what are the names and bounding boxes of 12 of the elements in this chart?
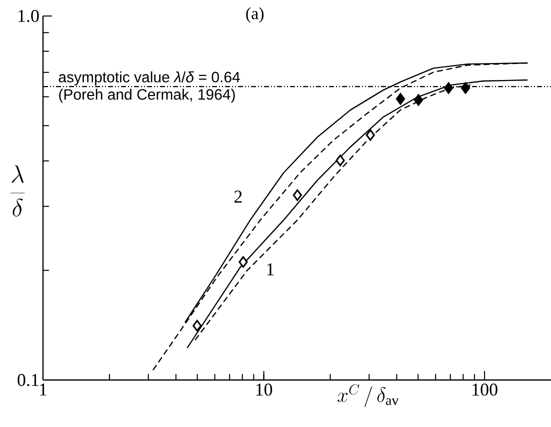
series-label: 1 [267,263,274,276]
annotation: (a) [246,7,264,23]
ref-line-label: asymptotic value λ/δ = 0.64 [58,71,240,86]
y-axis-title: $\frac{\lambda}{\delta}$ [10,165,25,217]
series-label: 2 [234,190,242,203]
x-tick-label: 100 [472,384,498,396]
x-axis-title: $x^{C} \,/\, \delta_{\mathrm{av}}$ [338,384,399,407]
x-tick-label: 10 [256,384,272,396]
y-tick-label: 0.1 [18,374,38,386]
annotation: (Poreh and Cermak, 1964) [59,88,235,103]
x-tick-label: 1 [40,384,46,396]
y-tick-label: 1.0 [18,10,39,22]
